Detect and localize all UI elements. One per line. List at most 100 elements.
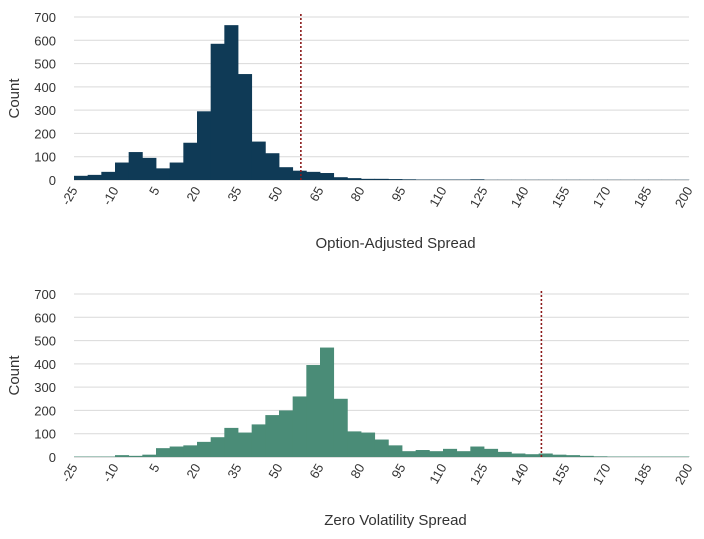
zvs-bar <box>525 454 540 457</box>
oas-bar <box>347 178 362 180</box>
zvs-histogram-panel: 0 100 200 300 400 500 600 700 -25 -10 5 20 35 50 65 80 9… <box>6 287 696 529</box>
zvs-bar <box>579 455 594 457</box>
oas-histogram-panel: 0 100 200 300 400 500 600 700 -25 -10 5 20 35 50 65 80 9… <box>6 10 696 252</box>
zvs-y-tick-label: 600 <box>34 310 56 325</box>
zvs-x-tick-label: 20 <box>183 461 203 481</box>
zvs-bar <box>415 450 430 457</box>
oas-x-tick-label: 185 <box>631 184 655 210</box>
zvs-x-tick-label: 125 <box>467 461 491 487</box>
zvs-bar <box>265 415 280 457</box>
oas-bar <box>238 74 253 180</box>
zvs-bar <box>497 451 512 457</box>
oas-y-tick-label: 500 <box>34 57 56 72</box>
zvs-y-tick-label: 300 <box>34 380 56 395</box>
oas-x-tick-label: 200 <box>672 184 696 210</box>
oas-y-axis-title: Count <box>6 78 23 119</box>
oas-x-tick-label: 50 <box>265 184 285 204</box>
zvs-x-tick-label: 80 <box>347 461 367 481</box>
oas-bar <box>169 162 184 180</box>
zvs-bar <box>443 448 458 457</box>
oas-y-tick-label: 400 <box>34 80 56 95</box>
oas-bar <box>87 174 102 180</box>
oas-y-tick-label: 200 <box>34 126 56 141</box>
zvs-bar <box>156 448 171 457</box>
zvs-y-tick-label: 400 <box>34 357 56 372</box>
zvs-x-axis-title: Zero Volatility Spread <box>324 512 467 529</box>
zvs-bar <box>593 456 608 457</box>
oas-y-tick-label: 0 <box>49 173 56 188</box>
zvs-bar <box>347 431 362 457</box>
zvs-bar <box>238 432 253 457</box>
oas-y-tick-label: 100 <box>34 150 56 165</box>
oas-bar <box>279 167 294 180</box>
zvs-bar <box>361 432 376 457</box>
oas-x-tick-label: 65 <box>306 184 326 204</box>
oas-x-tick-label: 155 <box>549 184 573 210</box>
zvs-x-tick-label: -10 <box>99 461 121 485</box>
zvs-bar <box>320 347 335 457</box>
zvs-x-tick-label: 110 <box>426 461 449 486</box>
zvs-x-tick-label: 65 <box>306 461 326 481</box>
zvs-bar <box>210 437 225 457</box>
zvs-bar <box>538 453 553 457</box>
zvs-x-tick-label: 170 <box>590 461 614 487</box>
zvs-bar <box>566 455 581 457</box>
zvs-bar <box>333 398 348 457</box>
oas-bar <box>224 25 239 181</box>
oas-bar <box>210 43 225 181</box>
zvs-bar <box>115 455 130 457</box>
oas-x-tick-label: 125 <box>467 184 491 210</box>
oas-bar <box>156 168 171 180</box>
zvs-x-tick-label: 5 <box>146 461 163 475</box>
oas-x-tick-label: 5 <box>146 184 163 198</box>
oas-x-tick-label: 95 <box>388 184 408 204</box>
oas-x-tick-label: 20 <box>183 184 203 204</box>
oas-x-tick-label: 110 <box>426 184 449 209</box>
oas-bar <box>74 175 89 180</box>
oas-bar <box>197 111 212 180</box>
oas-y-tick-label: 600 <box>34 33 56 48</box>
zvs-x-tick-label: -25 <box>58 461 80 485</box>
oas-x-tick-label: 35 <box>224 184 244 204</box>
zvs-bar <box>402 451 417 457</box>
oas-bar <box>388 179 403 180</box>
zvs-y-tick-label: 500 <box>34 334 56 349</box>
zvs-bar <box>197 441 212 457</box>
zvs-bar <box>388 445 403 457</box>
zvs-bar <box>429 451 444 457</box>
oas-bar <box>361 178 376 180</box>
oas-x-tick-label: 140 <box>508 184 532 210</box>
oas-bar <box>251 141 266 180</box>
oas-bar <box>306 171 321 180</box>
oas-x-tick-label: 170 <box>590 184 614 210</box>
zvs-bar <box>552 454 567 457</box>
zvs-bar <box>224 427 239 457</box>
zvs-x-tick-label: 140 <box>508 461 532 487</box>
oas-bar <box>333 177 348 180</box>
zvs-y-tick-label: 200 <box>34 403 56 418</box>
zvs-bar <box>484 448 499 457</box>
oas-bar <box>183 142 198 180</box>
oas-bar <box>128 152 143 180</box>
oas-x-tick-label: -25 <box>58 184 80 208</box>
zvs-bar <box>183 445 198 457</box>
zvs-x-tick-label: 95 <box>388 461 408 481</box>
oas-bar <box>265 153 280 180</box>
oas-bar <box>101 171 116 180</box>
zvs-bar <box>374 439 389 457</box>
zvs-y-tick-label: 700 <box>34 287 56 302</box>
oas-x-tick-label: 80 <box>347 184 367 204</box>
zvs-bar <box>251 424 266 457</box>
zvs-y-tick-label: 100 <box>34 427 56 442</box>
zvs-x-tick-label: 50 <box>265 461 285 481</box>
zvs-x-tick-label: 185 <box>631 461 655 487</box>
zvs-bar <box>456 451 471 457</box>
oas-bar <box>402 179 417 180</box>
oas-bar <box>292 170 307 180</box>
zvs-bar <box>128 455 143 457</box>
oas-bar <box>320 173 335 180</box>
zvs-x-tick-label: 35 <box>224 461 244 481</box>
oas-x-tick-label: -10 <box>99 184 121 208</box>
zvs-bar <box>169 446 184 457</box>
